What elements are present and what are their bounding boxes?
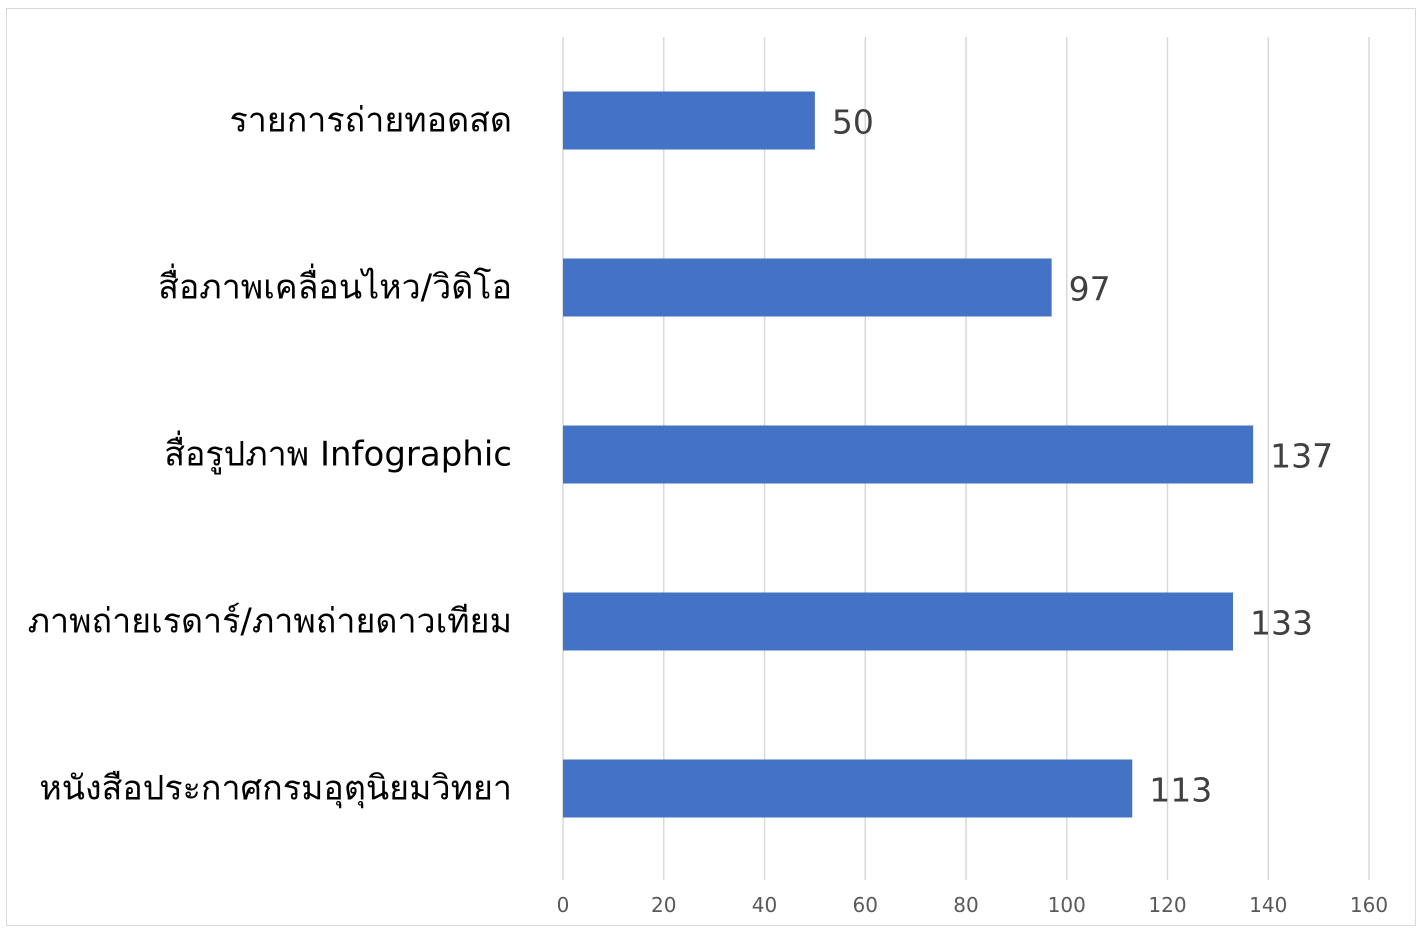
bar [563, 91, 815, 150]
x-tick-label: 40 [752, 893, 777, 917]
data-label: 133 [1250, 604, 1313, 643]
data-label: 137 [1270, 437, 1333, 476]
bar [563, 592, 1233, 651]
category-label: ภาพถ่ายเรดาร์/ภาพถ่ายดาวเทียม [28, 602, 512, 642]
x-tick-label: 0 [557, 893, 570, 917]
x-tick-label: 20 [651, 893, 676, 917]
data-label: 113 [1149, 771, 1212, 810]
bar [563, 425, 1254, 484]
category-label: หนังสือประกาศกรมอุตุนิยมวิทยา [39, 769, 512, 809]
bar [563, 258, 1052, 317]
x-tick-label: 80 [953, 893, 978, 917]
data-label: 97 [1069, 270, 1111, 309]
x-tick-label: 60 [853, 893, 878, 917]
x-tick-label: 120 [1148, 893, 1186, 917]
x-axis-tick-labels: 0 20 40 60 80 100 120 140 160 [557, 893, 1388, 917]
x-tick-label: 100 [1048, 893, 1086, 917]
bar [563, 759, 1133, 818]
category-label: สื่อภาพเคลื่อนไหว/วิดิโอ [158, 264, 512, 308]
category-label: สื่อรูปภาพ Infographic [164, 431, 512, 475]
data-labels: 50 97 137 133 113 [832, 103, 1333, 810]
category-labels: รายการถ่ายทอดสดสื่อภาพเคลื่อนไหว/วิดิโอส… [28, 101, 512, 809]
category-label: รายการถ่ายทอดสด [229, 101, 512, 141]
x-tick-label: 160 [1350, 893, 1388, 917]
x-tick-label: 140 [1249, 893, 1287, 917]
data-label: 50 [832, 103, 874, 142]
bars [563, 91, 1254, 818]
